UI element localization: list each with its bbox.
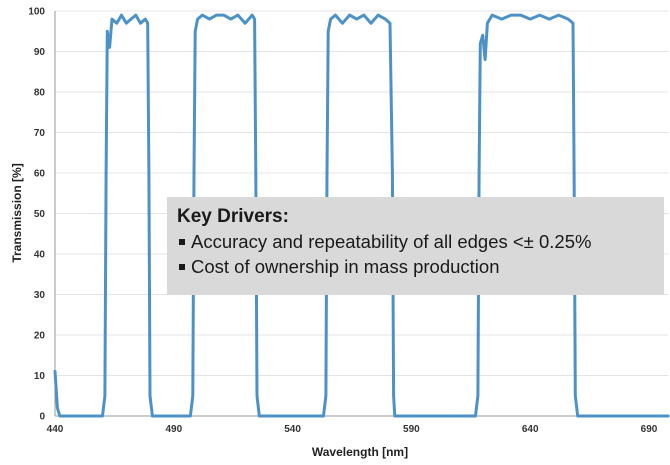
y-tick-label: 20 [34, 331, 46, 342]
y-tick-label: 90 [34, 47, 46, 58]
x-tick-label: 440 [47, 424, 64, 435]
bullet-icon [179, 239, 185, 245]
callout-title: Key Drivers: [177, 205, 654, 229]
x-tick-label: 640 [522, 424, 539, 435]
y-axis-title: Transmission [%] [10, 163, 24, 262]
y-tick-label: 40 [34, 250, 46, 261]
key-drivers-callout: Key Drivers: Accuracy and repeatability … [167, 197, 664, 295]
x-axis-title: Wavelength [nm] [312, 445, 408, 459]
callout-item: Accuracy and repeatability of all edges … [177, 229, 654, 254]
y-tick-labels: 0 10 20 30 40 50 60 70 80 90 100 [28, 7, 45, 423]
callout-item: Cost of ownership in mass production [177, 254, 654, 279]
x-tick-label: 490 [165, 424, 182, 435]
callout-item-text: Accuracy and repeatability of all edges … [191, 231, 591, 252]
x-tick-labels: 440 490 540 590 640 690 [47, 424, 658, 435]
y-tick-label: 30 [34, 290, 46, 301]
y-tick-label: 100 [28, 7, 45, 18]
y-tick-label: 80 [34, 88, 46, 99]
y-tick-label: 0 [39, 412, 45, 423]
x-tick-label: 540 [284, 424, 301, 435]
x-tick-label: 690 [641, 424, 658, 435]
y-tick-label: 60 [34, 169, 46, 180]
x-tick-label: 590 [403, 424, 420, 435]
callout-item-text: Cost of ownership in mass production [191, 256, 499, 277]
y-tick-label: 50 [34, 209, 46, 220]
y-tick-label: 70 [34, 128, 46, 139]
y-tick-label: 10 [34, 371, 46, 382]
bullet-icon [179, 264, 185, 270]
